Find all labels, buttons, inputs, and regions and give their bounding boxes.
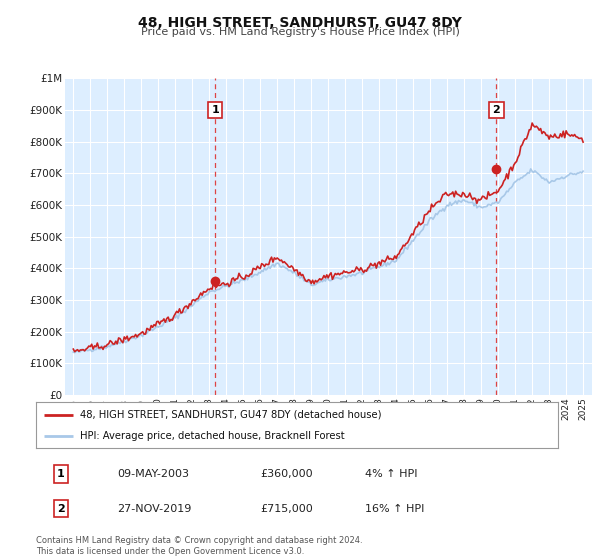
- Text: Price paid vs. HM Land Registry's House Price Index (HPI): Price paid vs. HM Land Registry's House …: [140, 27, 460, 37]
- Text: 1: 1: [211, 105, 219, 115]
- Text: 27-NOV-2019: 27-NOV-2019: [117, 504, 191, 514]
- Text: 09-MAY-2003: 09-MAY-2003: [117, 469, 189, 479]
- Text: 48, HIGH STREET, SANDHURST, GU47 8DY: 48, HIGH STREET, SANDHURST, GU47 8DY: [138, 16, 462, 30]
- Text: £360,000: £360,000: [260, 469, 313, 479]
- Text: This data is licensed under the Open Government Licence v3.0.: This data is licensed under the Open Gov…: [36, 547, 304, 556]
- Text: 2: 2: [493, 105, 500, 115]
- Text: 1: 1: [57, 469, 65, 479]
- Text: Contains HM Land Registry data © Crown copyright and database right 2024.: Contains HM Land Registry data © Crown c…: [36, 536, 362, 545]
- Text: 2: 2: [57, 504, 65, 514]
- Text: HPI: Average price, detached house, Bracknell Forest: HPI: Average price, detached house, Brac…: [80, 431, 345, 441]
- Text: £715,000: £715,000: [260, 504, 313, 514]
- Text: 4% ↑ HPI: 4% ↑ HPI: [365, 469, 418, 479]
- Text: 48, HIGH STREET, SANDHURST, GU47 8DY (detached house): 48, HIGH STREET, SANDHURST, GU47 8DY (de…: [80, 410, 382, 420]
- Text: 16% ↑ HPI: 16% ↑ HPI: [365, 504, 424, 514]
